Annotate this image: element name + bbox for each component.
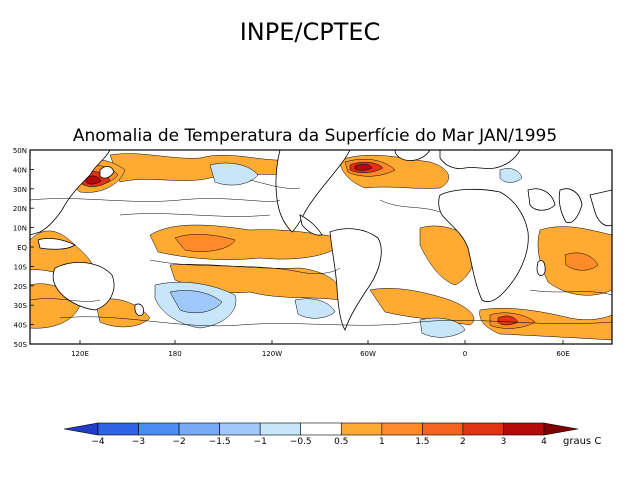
legend-tick-label: 1.5 <box>415 437 429 447</box>
legend-tick-label: 1 <box>379 437 385 447</box>
warm-region-tropical-atlantic <box>419 225 476 286</box>
lon-label-0: 0 <box>463 350 467 358</box>
warm-mid-indian-core <box>564 252 599 271</box>
legend-swatch <box>503 422 545 436</box>
legend-tick-label: 0.5 <box>334 437 348 447</box>
land-south-america <box>329 228 382 331</box>
land-india <box>558 188 583 224</box>
lat-label-50n: 50N <box>13 147 27 155</box>
cool-region-north-pacific <box>209 162 259 186</box>
land-arabia <box>527 188 556 211</box>
warm-mid-equatorial-core <box>174 234 236 252</box>
legend-swatch <box>178 422 220 436</box>
legend-unit-label: graus C <box>563 436 601 447</box>
lat-label-50s: 50S <box>14 341 28 349</box>
legend-tick-label: 3 <box>501 437 507 447</box>
legend-tick-label: −3 <box>132 437 145 447</box>
lat-label-40s: 40S <box>14 322 28 330</box>
contour-lines <box>30 179 612 327</box>
very-hot-core-gulf-stream <box>354 164 373 171</box>
legend-swatch <box>138 422 180 436</box>
legend-tick-label: −0.5 <box>290 437 312 447</box>
land-new-zealand <box>134 303 144 316</box>
land-masses <box>30 150 612 331</box>
land-indonesia <box>37 237 76 250</box>
lon-label-60w: 60W <box>360 350 376 358</box>
warm-region-south-atlantic <box>369 288 475 326</box>
very-hot-core-kuroshio <box>85 175 102 185</box>
land-asia <box>30 150 111 236</box>
map-title: Anomalia de Temperatura da Superfície do… <box>73 126 557 146</box>
legend-swatch <box>381 422 423 436</box>
cold-region-south-pacific <box>169 290 223 313</box>
legend-tick-label: 2 <box>460 437 466 447</box>
legend-tick-label: −1 <box>254 437 267 447</box>
legend-swatch <box>97 422 139 436</box>
land-europe <box>439 150 521 169</box>
lon-label-60e: 60E <box>556 350 569 358</box>
legend-swatch <box>422 422 464 436</box>
legend-tick-label: −1.5 <box>209 437 231 447</box>
org-title: INPE/CPTEC <box>240 18 381 46</box>
lon-label-120w: 120W <box>262 350 282 358</box>
land-greenland <box>394 150 431 161</box>
latitude-axis: 50N 40N 30N 20N 10N EQ 10S 20S 30S 40S 50S <box>13 147 34 349</box>
hot-core-south-atlantic <box>497 315 519 326</box>
lat-label-20n: 20N <box>13 205 27 213</box>
land-africa <box>438 188 529 302</box>
lat-label-10s: 10S <box>14 263 28 271</box>
map-area: 50N 40N 30N 20N 10N EQ 10S 20S 30S 40S 50S 120E 180… <box>13 147 613 358</box>
land-australia <box>52 262 115 311</box>
longitude-axis: 120E 180 120W 60W 0 60E <box>71 340 570 358</box>
legend-tick-label: −2 <box>172 437 185 447</box>
legend-swatch <box>300 422 342 436</box>
land-north-america <box>275 150 351 233</box>
legend-arrow-high <box>543 422 579 436</box>
color-legend: −4 −3 −2 −1.5 −1 −0.5 0.5 1 1.5 2 3 4 <box>63 422 579 447</box>
cool-region-north-atlantic <box>499 168 523 183</box>
legend-swatch <box>259 422 302 436</box>
land-central-america <box>299 214 323 236</box>
lat-label-40n: 40N <box>13 166 27 174</box>
lat-label-30n: 30N <box>13 186 27 194</box>
cool-region-east-pacific <box>294 298 336 319</box>
legend-arrow-low <box>63 422 99 436</box>
lon-label-120e: 120E <box>71 350 89 358</box>
legend-swatch <box>219 422 261 436</box>
legend-tick-label: −4 <box>91 437 105 447</box>
land-japan <box>99 166 115 179</box>
lat-label-20s: 20S <box>14 283 28 291</box>
anomaly-fields <box>30 150 612 341</box>
legend-swatch <box>340 422 383 436</box>
cool-region-south-atlantic <box>419 317 466 338</box>
legend-swatch <box>462 422 504 436</box>
land-madagascar <box>536 260 546 276</box>
legend-tick-label: 4 <box>541 437 547 447</box>
lon-label-180: 180 <box>168 350 181 358</box>
lat-label-10n: 10N <box>13 225 27 233</box>
lat-label-30s: 30S <box>14 302 28 310</box>
lat-label-eq: EQ <box>17 244 27 252</box>
